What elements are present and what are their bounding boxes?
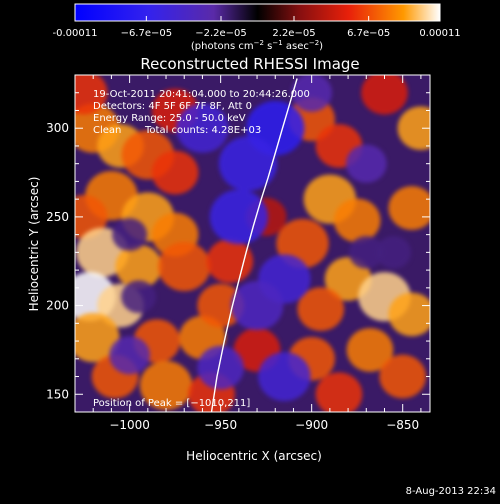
x-tick-label: −1000	[109, 418, 150, 432]
annotation-algorithm: Clean	[93, 125, 121, 136]
heat-blob	[75, 75, 108, 115]
heat-blob	[197, 345, 244, 390]
chart-title: Reconstructed RHESSI Image	[140, 55, 359, 73]
annotation-peak-position: Position of Peak = [−1010,211]	[93, 398, 250, 409]
heat-blob	[218, 136, 278, 191]
heat-blob	[346, 328, 394, 372]
heat-blob	[176, 103, 229, 153]
x-tick-label: −900	[295, 418, 328, 432]
colorbar-tick-label: 2.2e−05	[272, 28, 315, 39]
heat-blob	[315, 372, 363, 412]
colorbar: -0.00011 −6.7e−05 −2.2e−05 2.2e−05 6.7e−05 0.…	[53, 3, 461, 52]
heat-blob	[376, 235, 412, 269]
heat-blob	[121, 280, 157, 314]
heat-blob	[151, 150, 199, 195]
x-tick-label: −950	[204, 418, 237, 432]
heat-blob	[75, 312, 120, 363]
x-tick-label: −850	[386, 418, 419, 432]
colorbar-tick-label: 6.7e−05	[347, 28, 390, 39]
heat-blob	[379, 354, 426, 399]
y-tick-label: 300	[46, 121, 69, 135]
annotations: 19-Oct-2011 20:41:04.000 to 20:44:26.000…	[93, 89, 310, 409]
heat-blob	[209, 189, 268, 245]
plot-area: −1000 −950 −900 −850 150 200 250 300	[46, 74, 431, 432]
x-axis-label: Heliocentric X (arcsec)	[186, 449, 322, 463]
heat-blob	[345, 144, 387, 183]
heat-blob	[75, 195, 108, 239]
heat-blob	[115, 244, 163, 289]
heat-blob	[158, 241, 211, 292]
colorbar-tick-label: −2.2e−05	[195, 28, 247, 39]
plot-frame	[74, 74, 431, 413]
annotation-detectors: Detectors: 4F 5F 6F 7F 8F, Att 0	[93, 101, 252, 112]
heat-blob	[109, 336, 151, 375]
annotation-total-counts: Total counts: 4.28E+03	[144, 125, 261, 136]
solar-limb-curve	[210, 78, 298, 412]
heat-blob	[388, 292, 430, 337]
footer-timestamp: 8-Aug-2013 22:34	[406, 486, 496, 497]
axis-ticks: −1000 −950 −900 −850 150 200 250 300	[46, 74, 430, 432]
annotation-time-range: 19-Oct-2011 20:41:04.000 to 20:44:26.000	[93, 89, 310, 100]
colorbar-ticks: -0.00011 −6.7e−05 −2.2e−05 2.2e−05 6.7e−05 0.…	[53, 16, 461, 39]
heat-blob	[112, 218, 148, 252]
colorbar-gradient	[74, 3, 441, 22]
y-axis-label: Heliocentric Y (arcsec)	[27, 177, 41, 312]
heat-blob	[197, 283, 244, 328]
heat-blob	[230, 281, 284, 331]
heat-blob	[291, 75, 333, 112]
y-tick-label: 200	[46, 299, 69, 313]
heat-blob	[361, 75, 408, 115]
heat-blob	[388, 186, 430, 230]
heat-blob	[206, 239, 254, 284]
colorbar-tick-label: −6.7e−05	[121, 28, 173, 39]
colorbar-tick-label: 0.00011	[419, 28, 460, 39]
heatmap-image	[75, 75, 430, 412]
heat-blob	[348, 235, 384, 269]
y-tick-label: 250	[46, 210, 69, 224]
annotation-energy-range: Energy Range: 25.0 - 50.0 keV	[93, 113, 246, 124]
y-tick-label: 150	[46, 387, 69, 401]
heat-blob	[333, 198, 381, 243]
colorbar-unit-label: (photons cm−2 s−1 asec−2)	[191, 39, 323, 52]
colorbar-tick-label: -0.00011	[53, 28, 98, 39]
heat-blob	[139, 360, 193, 410]
heat-blob	[297, 287, 345, 331]
heat-blob	[258, 351, 311, 402]
heat-blob	[397, 106, 430, 151]
